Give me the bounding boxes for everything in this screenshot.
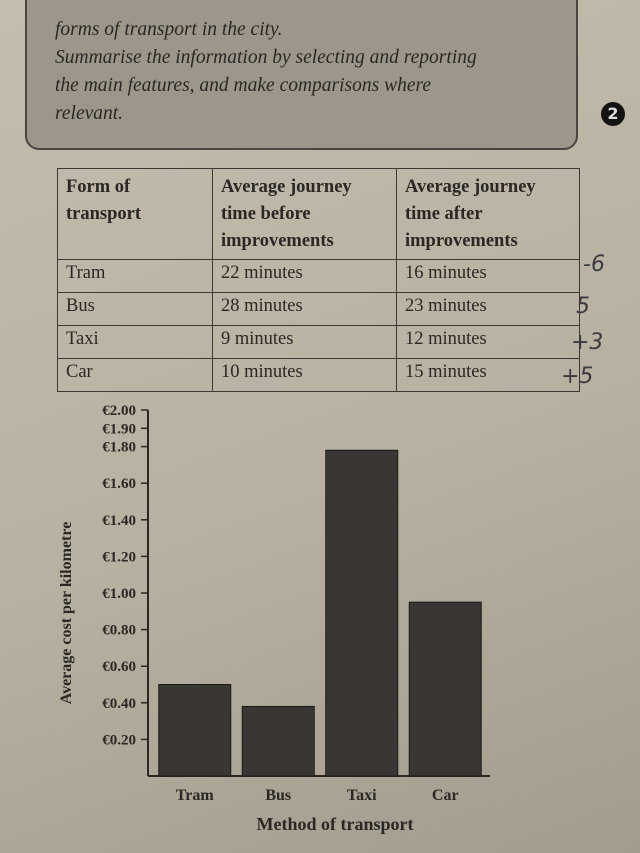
table-cell: Car [57,358,213,392]
handwritten-note: 5 [576,294,590,319]
header-cell: Average journey time after improvements [396,168,580,260]
task-box: forms of transport in the city. Summarise… [25,0,578,150]
y-tick-label: €0.80 [102,623,136,639]
handwritten-note: -6 [583,252,605,277]
table-cell: Tram [57,259,213,293]
header-cell: Average journey time before improvements [212,168,397,260]
header-cell: Form of transport [57,168,213,260]
table-cell: 23 minutes [396,292,580,326]
y-tick-label: €2.00 [102,403,136,419]
table-cell: 12 minutes [396,325,580,359]
journey-table: Form of transport Average journey time be… [57,168,580,392]
table-cell: Bus [57,292,213,326]
y-tick-label: €0.60 [102,659,136,675]
y-tick-label: €1.20 [102,549,136,565]
y-tick-label: €1.40 [102,513,136,529]
bar [408,601,482,777]
table-cell: Taxi [57,325,213,359]
x-tick-label: Car [432,787,459,804]
handwritten-note: +3 [571,330,604,355]
table-row: Tram 22 minutes 16 minutes [57,259,580,293]
table-cell: 15 minutes [396,358,580,392]
table-cell: 10 minutes [212,358,397,392]
table-cell: 16 minutes [396,259,580,293]
exercise-badge: 2 [601,102,625,126]
x-tick-label: Taxi [347,787,377,804]
task-line: the main features, and make comparisons … [55,75,432,96]
table-row: Bus 28 minutes 23 minutes [57,292,580,326]
table-cell: 9 minutes [212,325,397,359]
task-line: Summarise the information by selecting a… [55,47,477,68]
bar [158,684,232,777]
handwritten-note: +5 [561,364,594,389]
task-line: relevant. [55,103,124,124]
y-tick-label: €1.60 [102,476,136,492]
y-tick-label: €1.80 [102,440,136,456]
y-tick-label: €1.00 [102,586,136,602]
table-row: Car 10 minutes 15 minutes [57,358,580,392]
x-axis-label: Method of transport [257,814,414,834]
y-tick-label: €0.40 [102,696,136,712]
y-tick-label: €0.20 [102,732,136,748]
table-row: Taxi 9 minutes 12 minutes [57,325,580,359]
table-cell: 22 minutes [212,259,397,293]
task-line: forms of transport in the city. [55,19,283,40]
x-tick-label: Bus [265,787,291,804]
chart: €0.20 €0.40 €0.60 €0.80 €1.00 €1.20 €1.40 €1.60… [58,403,490,834]
y-axis-label: Average cost per kilometre [58,522,75,705]
y-tick-label: €1.90 [102,421,136,437]
x-tick-label: Tram [176,787,215,804]
bar [325,449,399,777]
bar [241,705,315,777]
table-cell: 28 minutes [212,292,397,326]
